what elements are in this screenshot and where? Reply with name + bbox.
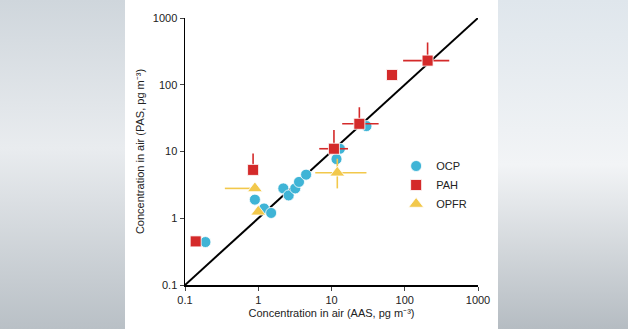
svg-text:1: 1 — [255, 294, 261, 306]
svg-text:PAH: PAH — [436, 179, 458, 191]
svg-text:0.1: 0.1 — [162, 279, 177, 291]
svg-text:10: 10 — [165, 145, 177, 157]
svg-text:Concentration in air (AAS, pg: Concentration in air (AAS, pg m⁻³) — [248, 307, 414, 319]
svg-text:100: 100 — [396, 294, 414, 306]
svg-text:OCP: OCP — [436, 160, 460, 172]
svg-text:1000: 1000 — [153, 12, 177, 24]
svg-text:10: 10 — [325, 294, 337, 306]
svg-text:OPFR: OPFR — [436, 198, 467, 210]
svg-text:100: 100 — [159, 79, 177, 91]
svg-text:1000: 1000 — [466, 294, 490, 306]
svg-text:Concentration in air (PAS, pg: Concentration in air (PAS, pg m⁻³) — [134, 69, 146, 234]
svg-text:0.1: 0.1 — [177, 294, 192, 306]
svg-text:1: 1 — [171, 212, 177, 224]
